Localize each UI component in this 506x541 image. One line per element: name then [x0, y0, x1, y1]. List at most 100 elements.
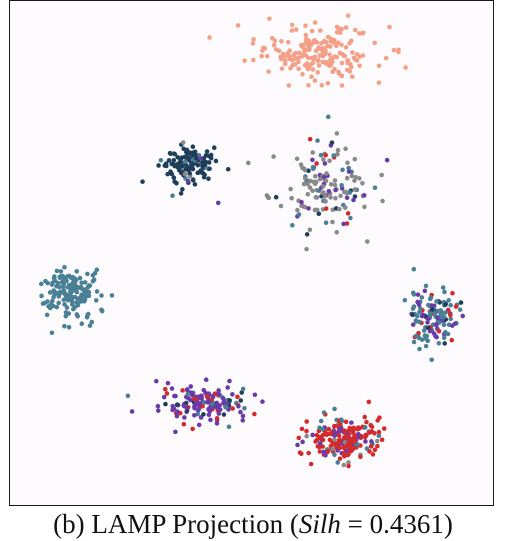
scatter-point: [425, 325, 431, 331]
scatter-point: [450, 290, 455, 296]
scatter-point: [312, 54, 318, 60]
scatter-point: [423, 336, 429, 342]
scatter-point: [70, 280, 76, 286]
scatter-point: [307, 227, 313, 233]
scatter-point: [163, 401, 168, 407]
scatter-point: [221, 412, 227, 417]
scatter-point: [200, 404, 205, 409]
scatter-point: [303, 47, 309, 53]
scatter-point: [217, 403, 222, 408]
scatter-point: [321, 449, 326, 455]
scatter-point: [417, 346, 422, 352]
scatter-point: [317, 449, 323, 454]
scatter-point: [172, 151, 178, 157]
scatter-point: [427, 296, 433, 302]
scatter-point: [89, 319, 95, 325]
scatter-point: [306, 450, 311, 456]
caption-prefix: (b) LAMP Projection (: [53, 509, 299, 539]
scatter-point: [289, 195, 294, 201]
scatter-point: [278, 203, 284, 209]
scatter-point: [425, 320, 430, 325]
scatter-point: [227, 378, 232, 384]
scatter-point: [175, 154, 180, 160]
scatter-point: [314, 161, 319, 166]
scatter-point: [429, 357, 434, 363]
scatter-point: [61, 297, 66, 303]
scatter-point: [341, 53, 346, 58]
scatter-point: [155, 408, 161, 413]
scatter-point: [90, 273, 96, 278]
scatter-point: [289, 22, 295, 28]
scatter-point: [350, 50, 355, 55]
scatter-point: [211, 145, 217, 151]
scatter-point: [192, 412, 197, 418]
scatter-point: [223, 404, 229, 410]
scatter-point: [338, 193, 343, 199]
scatter-point: [334, 443, 339, 449]
scatter-point: [328, 38, 333, 44]
scatter-point: [323, 453, 328, 458]
scatter-point: [176, 167, 182, 173]
scatter-point: [320, 432, 326, 438]
scatter-point: [352, 187, 357, 192]
scatter-point: [86, 283, 92, 288]
scatter-point: [193, 401, 199, 407]
scatter-point: [216, 391, 222, 397]
scatter-point: [375, 443, 380, 449]
scatter-point: [440, 310, 445, 316]
scatter-point: [314, 437, 320, 443]
scatter-point: [180, 140, 186, 145]
scatter-point: [52, 291, 57, 297]
scatter-point: [442, 289, 447, 295]
scatter-point: [320, 427, 325, 432]
scatter-point: [266, 195, 272, 201]
scatter-point: [289, 28, 295, 33]
scatter-point: [246, 160, 251, 166]
scatter-point: [242, 405, 247, 411]
scatter-point: [414, 313, 420, 319]
scatter-point: [368, 443, 374, 449]
scatter-point: [295, 442, 300, 448]
scatter-point: [66, 311, 72, 316]
scatter-point: [324, 431, 330, 437]
scatter-point: [288, 186, 293, 192]
cluster-6: [295, 399, 387, 469]
scatter-point: [313, 195, 319, 200]
scatter-point: [206, 160, 212, 165]
scatter-point: [452, 321, 458, 326]
scatter-point: [354, 52, 360, 57]
scatter-point: [210, 394, 216, 400]
scatter-point: [266, 69, 271, 74]
cluster-2: [215, 114, 390, 252]
scatter-point: [343, 45, 349, 50]
scatter-point: [352, 27, 358, 33]
scatter-point: [327, 437, 333, 443]
scatter-point: [62, 302, 67, 307]
scatter-point: [169, 171, 175, 177]
scatter-point: [315, 444, 321, 449]
scatter-point: [179, 163, 185, 169]
scatter-point: [337, 445, 343, 451]
scatter-point: [192, 396, 197, 401]
scatter-point: [367, 430, 372, 435]
scatter-point: [299, 199, 304, 205]
scatter-point: [321, 410, 327, 415]
scatter-point: [355, 442, 360, 447]
scatter-point: [261, 45, 266, 51]
scatter-point: [206, 412, 212, 418]
scatter-point: [182, 171, 188, 177]
scatter-point: [78, 295, 83, 301]
scatter-point: [310, 157, 315, 163]
scatter-point: [315, 138, 320, 143]
scatter-point: [208, 155, 214, 161]
scatter-point: [330, 69, 335, 75]
scatter-point: [352, 434, 357, 440]
scatter-point: [334, 131, 340, 136]
scatter-point: [350, 430, 356, 436]
scatter-point: [310, 432, 315, 438]
scatter-point: [347, 190, 352, 195]
scatter-point: [441, 314, 447, 320]
scatter-point: [82, 287, 88, 292]
scatter-point: [343, 429, 348, 434]
scatter-point: [305, 191, 311, 197]
